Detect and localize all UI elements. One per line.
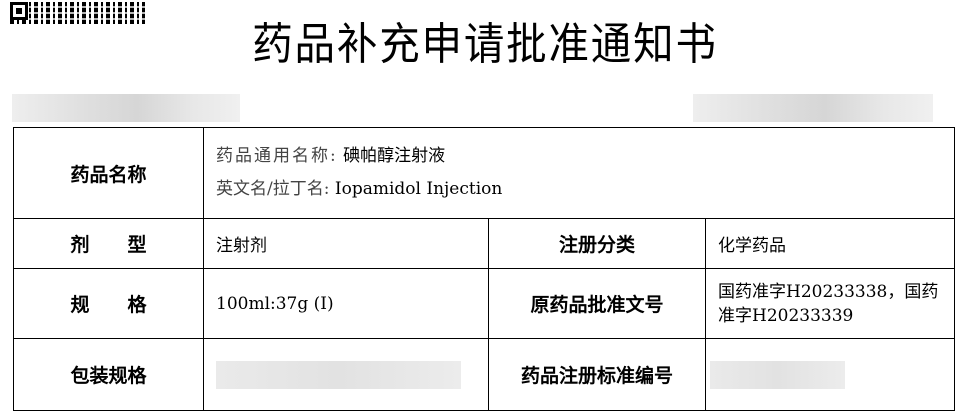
package-label: 包装规格 — [13, 338, 204, 411]
redacted-left — [12, 94, 240, 122]
spec-label: 规 格 — [13, 268, 204, 339]
reg-std-label: 药品注册标准编号 — [488, 338, 706, 411]
orig-approval: 国药准字H20233338，国药准字H20233339 — [704, 268, 956, 339]
generic-name-label: 药品通用名称: — [216, 146, 338, 166]
package-value — [203, 338, 489, 411]
dosage-form-label: 剂 型 — [13, 218, 204, 269]
reg-std-value — [704, 338, 956, 411]
english-name: Iopamidol Injection — [334, 179, 503, 199]
generic-name: 碘帕醇注射液 — [343, 146, 446, 166]
redacted-reg-std — [710, 360, 845, 389]
dosage-form: 注射剂 — [203, 218, 489, 269]
qr-code — [10, 2, 145, 24]
orig-approval-label: 原药品批准文号 — [488, 268, 706, 339]
reg-class: 化学药品 — [704, 218, 956, 269]
english-name-label: 英文名/拉丁名: — [216, 179, 330, 199]
drug-name-label: 药品名称 — [13, 127, 204, 219]
spec: 100ml:37g (I) — [203, 268, 489, 339]
page-title: 药品补充申请批准通知书 — [252, 19, 718, 70]
approval-table: 药品名称 药品通用名称: 碘帕醇注射液 英文名/拉丁名: Iopamidol I… — [13, 127, 956, 411]
reg-class-label: 注册分类 — [488, 218, 706, 269]
redacted-package — [216, 360, 461, 389]
drug-name-cell: 药品通用名称: 碘帕醇注射液 英文名/拉丁名: Iopamidol Inject… — [202, 127, 956, 219]
redacted-right — [693, 94, 933, 122]
